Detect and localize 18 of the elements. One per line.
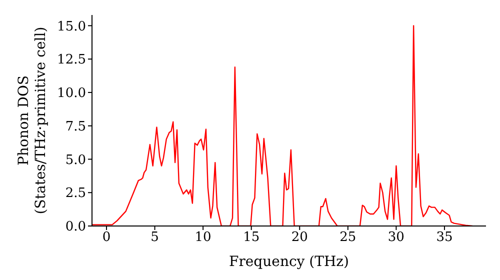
y-tick-label: 2.5 bbox=[65, 186, 86, 202]
y-tick-label: 10.0 bbox=[57, 86, 86, 102]
y-tick-label: 0.0 bbox=[65, 220, 86, 235]
x-tick-label: 10 bbox=[194, 230, 212, 246]
x-axis-title: Frequency (THz) bbox=[228, 254, 350, 270]
y-axis-title: Phonon DOS (States/THz·primitive cell) bbox=[16, 26, 49, 214]
y-tick-label: 12.5 bbox=[57, 52, 86, 68]
y-tick-label: 15.0 bbox=[57, 19, 86, 34]
x-tick-label: 30 bbox=[388, 230, 404, 246]
x-tick-label: 5 bbox=[150, 230, 159, 246]
line-series bbox=[92, 25, 474, 226]
y-tick-label: 7.5 bbox=[65, 119, 86, 134]
x-tick-label: 0 bbox=[102, 230, 111, 246]
x-tick-label: 25 bbox=[340, 230, 356, 246]
x-tick-label: 35 bbox=[436, 230, 453, 246]
x-tick-label: 15 bbox=[243, 230, 260, 246]
y-tick-label: 5.0 bbox=[65, 152, 86, 168]
x-tick-label: 20 bbox=[291, 230, 308, 246]
